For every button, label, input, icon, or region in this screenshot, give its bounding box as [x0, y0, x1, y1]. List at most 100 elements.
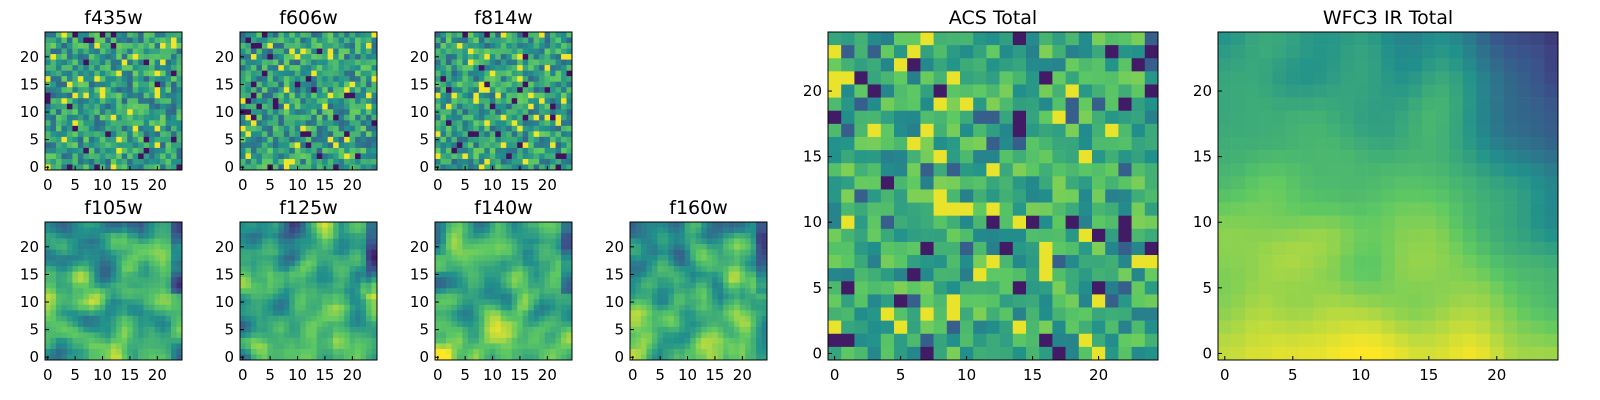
heatmap-cell: [138, 299, 144, 306]
heatmap-cell: [127, 277, 133, 284]
x-tick-label: 5: [70, 176, 80, 194]
heatmap-cell: [83, 244, 90, 250]
heatmap-cell: [478, 271, 485, 278]
heatmap-cell: [305, 59, 312, 66]
y-tick-label: 0: [419, 158, 429, 176]
heatmap-cell: [50, 81, 57, 88]
heatmap-cell: [1092, 110, 1106, 125]
heatmap-cell: [149, 76, 155, 82]
heatmap-cell: [305, 81, 312, 88]
heatmap-cell: [440, 304, 447, 311]
heatmap-cell: [344, 288, 350, 295]
heatmap-cell: [50, 114, 57, 121]
heatmap-cell: [684, 348, 691, 355]
heatmap-cell: [127, 109, 133, 116]
heatmap-cell: [72, 244, 79, 250]
heatmap-cell: [278, 348, 285, 355]
heatmap-cell: [256, 87, 263, 94]
heatmap-cell: [528, 153, 534, 160]
heatmap-cell: [149, 332, 155, 339]
heatmap-cell: [55, 277, 62, 284]
heatmap-cell: [245, 266, 252, 272]
heatmap-cell: [311, 125, 318, 132]
heatmap-cell: [723, 293, 729, 300]
heatmap-cell: [756, 332, 762, 339]
heatmap-cell: [1144, 58, 1159, 72]
heatmap-cell: [94, 142, 101, 149]
heatmap-cell: [240, 120, 246, 127]
heatmap-cell: [1144, 176, 1159, 190]
heatmap-cell: [440, 147, 447, 154]
heatmap-cell: [165, 81, 172, 88]
heatmap-cell: [77, 326, 84, 333]
heatmap-cell: [445, 48, 452, 55]
heatmap-cell: [522, 87, 529, 94]
heatmap-cell: [261, 136, 268, 143]
heatmap-cell: [506, 337, 513, 344]
heatmap-cell: [880, 241, 895, 256]
heatmap-cell: [138, 142, 144, 149]
heatmap-cell: [495, 337, 502, 344]
heatmap-cell: [495, 282, 502, 289]
heatmap-cell: [240, 321, 246, 328]
heatmap-cell: [550, 158, 556, 165]
heatmap-cell: [272, 260, 279, 267]
heatmap-cell: [712, 271, 718, 278]
heatmap-cell: [278, 81, 285, 88]
heatmap-cell: [143, 114, 150, 121]
heatmap-cell: [127, 337, 133, 344]
heatmap-cell: [467, 255, 474, 261]
heatmap-cell: [127, 310, 133, 317]
heatmap-cell: [116, 266, 123, 272]
heatmap-cell: [338, 227, 345, 234]
heatmap-cell: [440, 92, 447, 99]
heatmap-cell: [105, 92, 112, 99]
heatmap-cell: [756, 337, 762, 344]
heatmap-cell: [500, 48, 507, 55]
y-tick-label: 15: [410, 75, 429, 93]
heatmap-cell: [327, 142, 334, 149]
heatmap-cell: [50, 98, 57, 105]
heatmap-cell: [1118, 110, 1132, 125]
heatmap-cell: [94, 81, 101, 88]
heatmap-cell: [138, 125, 144, 132]
heatmap-cell: [105, 244, 112, 250]
heatmap-cell: [657, 299, 664, 306]
heatmap-cell: [110, 70, 117, 77]
heatmap-cell: [50, 70, 57, 77]
heatmap-cell: [734, 255, 740, 261]
heatmap-cell: [478, 354, 485, 361]
heatmap-cell: [484, 76, 491, 82]
heatmap-cell: [880, 163, 895, 177]
heatmap-cell: [511, 70, 518, 77]
heatmap-cell: [478, 114, 485, 121]
heatmap-cell: [435, 142, 441, 149]
heatmap-cell: [149, 109, 155, 116]
heatmap-cell: [311, 233, 318, 239]
heatmap-cell: [105, 37, 112, 44]
heatmap-cell: [533, 109, 540, 116]
heatmap-cell: [355, 131, 361, 138]
heatmap-cell: [55, 260, 62, 267]
heatmap-cell: [267, 304, 274, 311]
heatmap-cell: [706, 304, 713, 311]
heatmap-cell: [544, 131, 551, 138]
heatmap-cell: [462, 304, 469, 311]
heatmap-cell: [338, 54, 345, 60]
heatmap-cell: [684, 249, 691, 256]
heatmap-cell: [517, 315, 523, 322]
heatmap-cell: [640, 227, 647, 234]
heatmap-cell: [355, 147, 361, 154]
heatmap-cell: [566, 310, 573, 317]
heatmap-cell: [544, 136, 551, 143]
heatmap-cell: [344, 103, 350, 110]
heatmap-cell: [176, 326, 183, 333]
heatmap-cell: [261, 315, 268, 322]
heatmap-cell: [539, 120, 545, 127]
heatmap-cell: [435, 48, 441, 55]
heatmap-cell: [528, 125, 534, 132]
heatmap-cell: [728, 227, 735, 234]
heatmap-cell: [761, 255, 768, 261]
heatmap-cell: [489, 65, 496, 71]
heatmap-cell: [522, 238, 529, 245]
